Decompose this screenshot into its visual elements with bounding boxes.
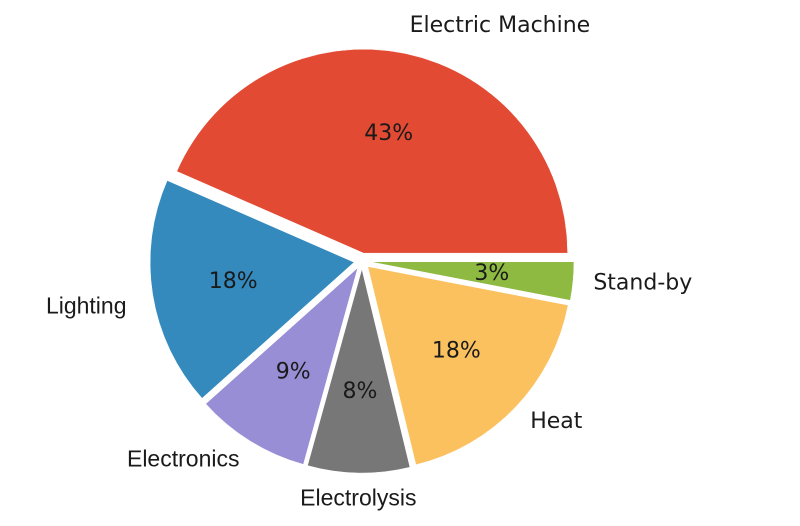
pie-percent-label: 9% (276, 359, 311, 384)
pie-percent-label: 43% (364, 121, 413, 146)
pie-labels: 43% Electric Machine 18% Lighting 9% Electron… (46, 13, 692, 510)
pie-category-label: Electrolysis (300, 484, 416, 510)
pie-slice-electrolysis (307, 268, 411, 474)
pie-category-label: Stand-by (593, 271, 692, 296)
pie-percent-label: 18% (432, 338, 481, 363)
pie-category-label: Electronics (127, 445, 239, 471)
pie-percent-label: 8% (342, 379, 377, 404)
pie-category-label: Heat (530, 409, 583, 434)
pie-slice-electric-machine (176, 48, 568, 254)
pie-percent-label: 3% (474, 261, 509, 286)
pie-slices (149, 48, 575, 474)
pie-slice-lighting (149, 180, 355, 399)
pie-slice-electronics (205, 267, 359, 465)
pie-category-label: Lighting (46, 293, 127, 319)
pie-slice-heat (367, 266, 569, 466)
pie-percent-label: 18% (209, 269, 258, 294)
pie-slice-stand-by (369, 261, 575, 301)
pie-category-label: Electric Machine (410, 13, 591, 38)
